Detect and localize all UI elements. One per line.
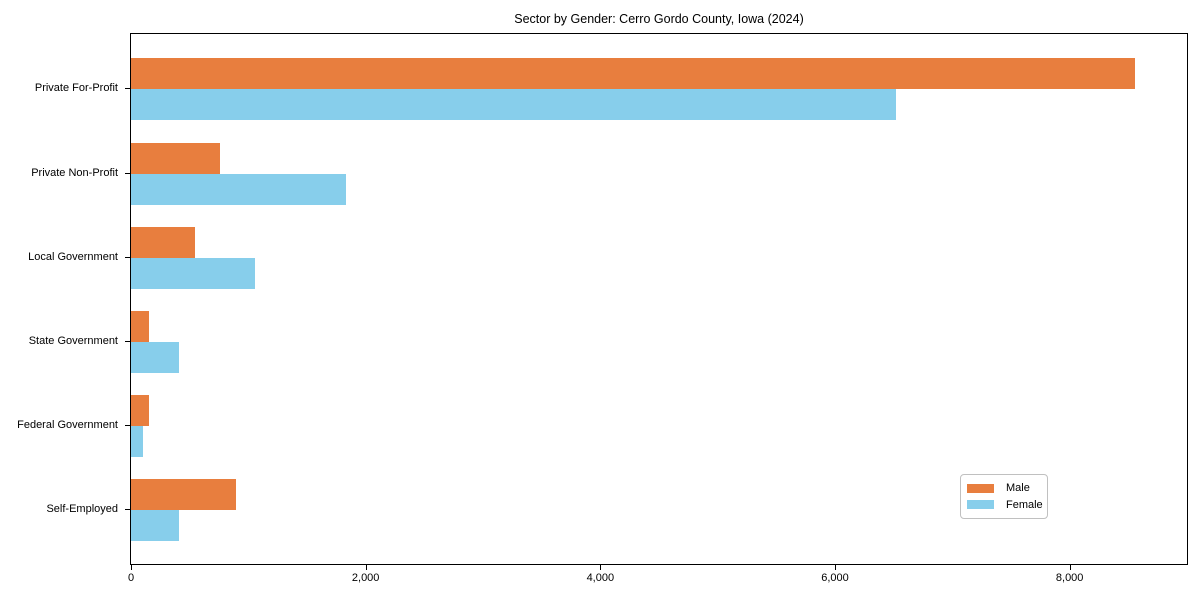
bar-male-private-for-profit [131, 58, 1135, 89]
xtick-label-2-000: 2,000 [351, 572, 380, 584]
ytick-label-private-for-profit: Private For-Profit [34, 82, 118, 94]
xtick-label-6-000: 6,000 [821, 572, 849, 584]
ytick-mark [125, 172, 130, 174]
ytick-label-private-non-profit: Private Non-Profit [31, 166, 118, 179]
bar-male-self-employed [131, 479, 236, 510]
xtick-mark [600, 565, 602, 570]
legend-swatch-male [967, 483, 994, 493]
bar-male-state-government [131, 311, 149, 342]
bar-male-federal-government [131, 395, 149, 426]
plot-area [130, 33, 1188, 565]
chart-title: Sector by Gender: Cerro Gordo County, Io… [514, 12, 804, 26]
xtick-label-0: 0 [127, 572, 135, 584]
ytick-label-local-government: Local Government [28, 250, 118, 263]
bar-male-private-non-profit [131, 142, 220, 174]
bar-female-private-for-profit [131, 89, 896, 120]
ytick-mark [125, 256, 130, 258]
ytick-mark [125, 88, 130, 89]
ytick-mark [125, 509, 130, 510]
legend-label-male: Male [1006, 482, 1030, 495]
bar-female-private-non-profit [131, 173, 346, 205]
xtick-mark [835, 565, 836, 570]
ytick-label-self-employed: Self-Employed [46, 503, 118, 515]
ytick-mark [125, 341, 130, 342]
bar-female-self-employed [131, 510, 179, 541]
bar-female-federal-government [131, 426, 143, 457]
xtick-mark [131, 565, 132, 570]
bar-female-state-government [131, 342, 179, 373]
xtick-label-4-000: 4,000 [586, 572, 615, 584]
xtick-mark [365, 565, 367, 570]
legend-label-female: Female [1006, 498, 1043, 511]
legend-item-male: Male [967, 480, 1041, 496]
legend: Male Female [960, 474, 1048, 519]
legend-item-female: Female [967, 497, 1043, 513]
ytick-mark [125, 425, 130, 426]
ytick-label-state-government: State Government [28, 335, 118, 347]
legend-swatch-female [967, 500, 994, 510]
ytick-label-federal-government: Federal Government [17, 419, 118, 431]
bar-female-local-government [131, 257, 255, 289]
bar-male-local-government [131, 226, 195, 258]
xtick-label-8-000: 8,000 [1055, 572, 1084, 584]
xtick-mark [1069, 565, 1071, 570]
